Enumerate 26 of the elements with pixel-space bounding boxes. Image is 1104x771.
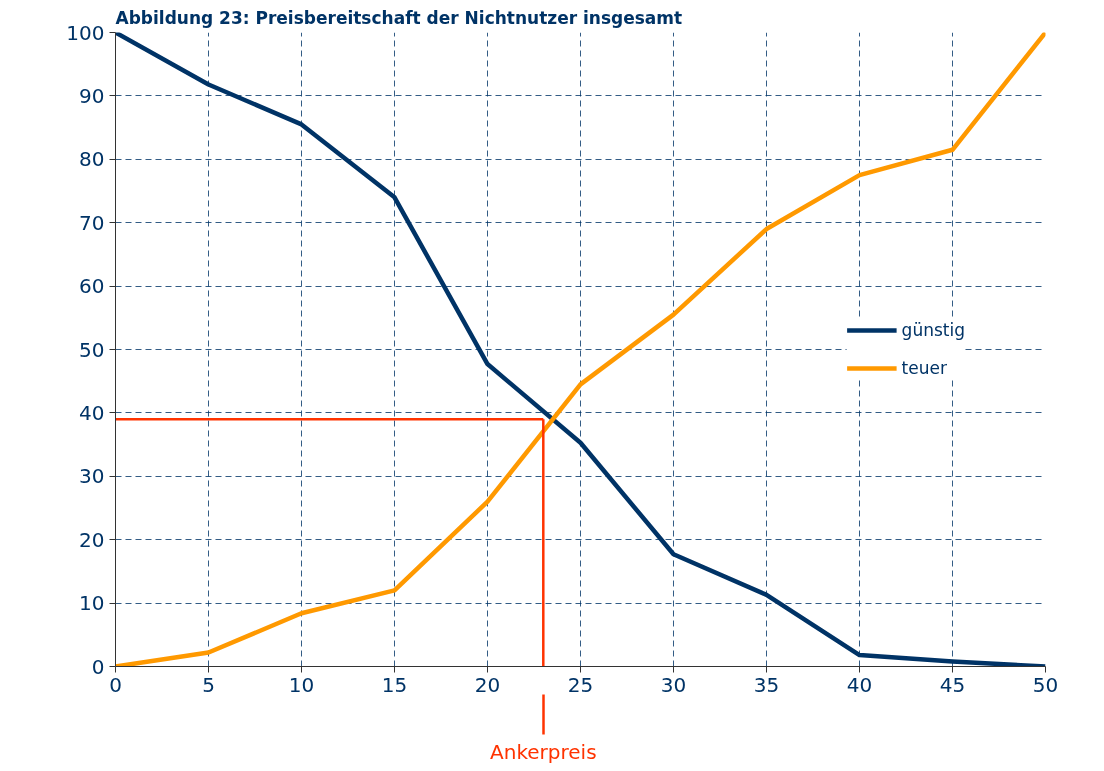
y-tick-label: 40	[79, 400, 105, 425]
x-tick-label: 15	[381, 672, 408, 697]
chart-title: Abbildung 23: Preisbereitschaft der Nichtnutzer insgesamt	[115, 7, 683, 28]
x-tick-label: 25	[567, 672, 594, 697]
y-tick-label: 90	[79, 83, 105, 108]
y-tick-label: 20	[79, 527, 105, 552]
x-tick-label: 45	[939, 672, 966, 697]
y-tick-label: 80	[79, 147, 105, 172]
y-tick-label: 50	[79, 337, 105, 362]
x-tick-label: 20	[474, 672, 501, 697]
y-tick-label: 10	[79, 591, 105, 616]
y-tick-label: 100	[66, 20, 105, 45]
y-tick-label: 0	[91, 654, 105, 679]
legend-label: teuer	[901, 358, 947, 378]
x-tick-label: 5	[202, 672, 215, 697]
legend-label: günstig	[901, 320, 965, 340]
y-tick-label: 70	[79, 210, 105, 235]
x-tick-label: 50	[1032, 672, 1059, 697]
ref-line-label: Ankerpreis	[490, 739, 597, 764]
x-tick-label: 40	[846, 672, 873, 697]
x-tick-label: 35	[753, 672, 780, 697]
x-tick-label: 0	[109, 672, 122, 697]
y-tick-label: 30	[79, 464, 105, 489]
y-tick-label: 60	[79, 274, 105, 299]
x-tick-label: 30	[660, 672, 687, 697]
x-tick-label: 10	[288, 672, 315, 697]
